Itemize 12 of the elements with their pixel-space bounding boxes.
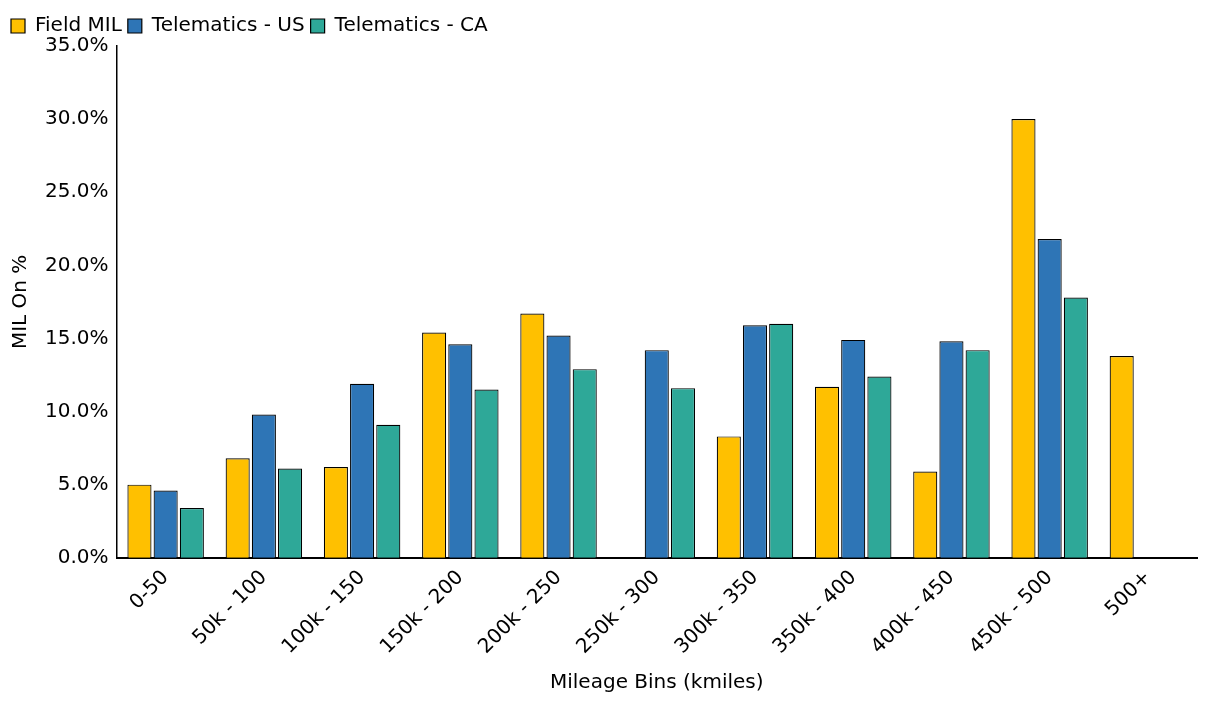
x-tick-label: 50k - 100 xyxy=(186,564,272,649)
y-tick-label: 10.0% xyxy=(44,397,109,422)
x-axis-title: Mileage Bins (kmiles) xyxy=(550,669,764,694)
y-tick-label: 5.0% xyxy=(57,470,109,495)
y-tick-label: 20.0% xyxy=(44,251,109,276)
legend-label: Telematics - US xyxy=(150,12,305,37)
y-tick-label: 0.0% xyxy=(57,543,109,568)
y-tick-label: 15.0% xyxy=(44,324,109,349)
y-axis-title: MIL On % xyxy=(7,254,32,350)
legend-label: Telematics - CA xyxy=(333,12,489,37)
y-tick-label: 25.0% xyxy=(44,178,109,203)
y-tick-label: 30.0% xyxy=(44,105,109,130)
